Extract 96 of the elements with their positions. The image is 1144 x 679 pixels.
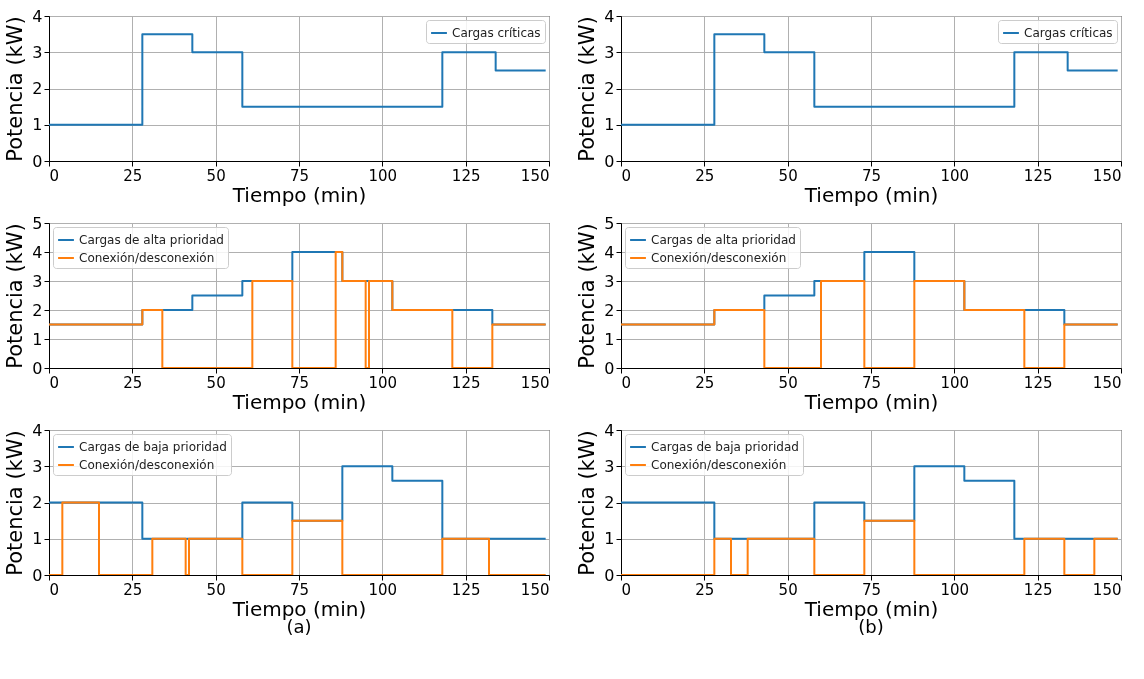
y-tick-label: 0	[32, 358, 43, 378]
legend-label: Cargas de baja prioridad	[79, 440, 227, 454]
x-axis-title: Tiempo (min)	[231, 389, 367, 414]
x-tick-label: 100	[368, 373, 398, 392]
x-tick-label: 25	[123, 373, 143, 392]
y-tick-label: 3	[32, 456, 43, 476]
y-tick-label: 1	[32, 115, 43, 135]
x-tick-label: 50	[206, 580, 226, 599]
x-tick-label: 125	[451, 580, 481, 599]
legend-label: Conexión/desconexión	[651, 251, 787, 265]
y-tick-label: 4	[604, 6, 615, 26]
x-tick-label: 50	[206, 373, 226, 392]
x-axis-title: Tiempo (min)	[803, 389, 939, 414]
y-tick-label: 4	[32, 6, 43, 26]
x-tick-label: 0	[49, 373, 60, 392]
x-axis-title: Tiempo (min)	[231, 182, 367, 207]
y-tick-label: 3	[32, 271, 43, 291]
y-tick-label: 0	[604, 565, 615, 585]
x-tick-label: 25	[123, 580, 143, 599]
y-tick-label: 1	[604, 529, 615, 549]
y-tick-label: 2	[604, 300, 615, 320]
y-tick-label: 0	[32, 565, 43, 585]
y-axis-title: Potencia (kW)	[575, 223, 600, 369]
y-axis-title: Potencia (kW)	[3, 223, 28, 369]
y-tick-label: 3	[604, 456, 615, 476]
x-tick-label: 75	[861, 580, 882, 599]
x-tick-label: 25	[695, 580, 715, 599]
y-tick-label: 1	[604, 115, 615, 135]
x-tick-label: 150	[1092, 373, 1122, 392]
x-tick-label: 75	[861, 373, 882, 392]
x-tick-label: 50	[778, 373, 798, 392]
y-tick-label: 2	[32, 79, 43, 98]
y-axis-title: Potencia (kW)	[3, 430, 28, 576]
y-tick-label: 1	[32, 329, 43, 349]
x-tick-label: 0	[49, 580, 60, 599]
x-tick-label: 0	[621, 580, 632, 599]
y-tick-label: 2	[604, 493, 615, 512]
y-axis-title: Potencia (kW)	[575, 16, 600, 162]
x-tick-label: 75	[289, 166, 310, 185]
y-tick-label: 3	[604, 42, 615, 62]
y-tick-label: 4	[604, 242, 615, 262]
y-tick-label: 0	[604, 151, 615, 171]
legend-label: Cargas críticas	[452, 26, 541, 40]
y-tick-label: 5	[604, 213, 615, 233]
y-tick-label: 0	[604, 358, 615, 378]
y-tick-label: 1	[32, 529, 43, 549]
y-tick-label: 4	[32, 242, 43, 262]
legend-label: Cargas de alta prioridad	[79, 233, 224, 247]
x-tick-label: 150	[1092, 580, 1122, 599]
y-tick-label: 3	[32, 42, 43, 62]
y-tick-label: 3	[604, 271, 615, 291]
x-tick-label: 100	[940, 580, 970, 599]
x-tick-label: 0	[621, 373, 632, 392]
text: (a)	[286, 616, 312, 637]
y-tick-label: 4	[32, 420, 43, 440]
legend-label: Conexión/desconexión	[651, 458, 787, 472]
x-tick-label: 0	[49, 166, 60, 185]
x-tick-label: 125	[1023, 166, 1053, 185]
x-tick-label: 150	[520, 373, 550, 392]
y-tick-label: 2	[32, 300, 43, 320]
x-tick-label: 125	[1023, 373, 1053, 392]
x-tick-label: 125	[451, 373, 481, 392]
y-tick-label: 4	[604, 420, 615, 440]
x-tick-label: 0	[621, 166, 632, 185]
x-tick-label: 100	[368, 580, 398, 599]
y-axis-title: Potencia (kW)	[3, 16, 28, 162]
y-tick-label: 5	[32, 213, 43, 233]
x-tick-label: 75	[861, 166, 882, 185]
legend-label: Cargas de baja prioridad	[651, 440, 799, 454]
x-tick-label: 50	[778, 580, 798, 599]
x-tick-label: 100	[940, 373, 970, 392]
legend-label: Conexión/desconexión	[79, 251, 215, 265]
x-tick-label: 50	[206, 166, 226, 185]
x-tick-label: 100	[368, 166, 398, 185]
x-tick-label: 25	[123, 166, 143, 185]
legend-label: Cargas críticas	[1024, 26, 1113, 40]
y-tick-label: 0	[32, 151, 43, 171]
y-tick-label: 1	[604, 329, 615, 349]
x-tick-label: 50	[778, 166, 798, 185]
y-axis-title: Potencia (kW)	[575, 430, 600, 576]
x-tick-label: 150	[1092, 166, 1122, 185]
y-tick-label: 2	[32, 493, 43, 512]
x-tick-label: 150	[520, 580, 550, 599]
x-tick-label: 125	[1023, 580, 1053, 599]
y-tick-label: 2	[604, 79, 615, 98]
x-tick-label: 150	[520, 166, 550, 185]
x-tick-label: 100	[940, 166, 970, 185]
legend-label: Cargas de alta prioridad	[651, 233, 796, 247]
text: (b)	[858, 616, 884, 637]
x-tick-label: 75	[289, 373, 310, 392]
x-axis-title: Tiempo (min)	[803, 182, 939, 207]
x-tick-label: 125	[451, 166, 481, 185]
x-tick-label: 25	[695, 166, 715, 185]
x-tick-label: 75	[289, 580, 310, 599]
legend-label: Conexión/desconexión	[79, 458, 215, 472]
x-tick-label: 25	[695, 373, 715, 392]
